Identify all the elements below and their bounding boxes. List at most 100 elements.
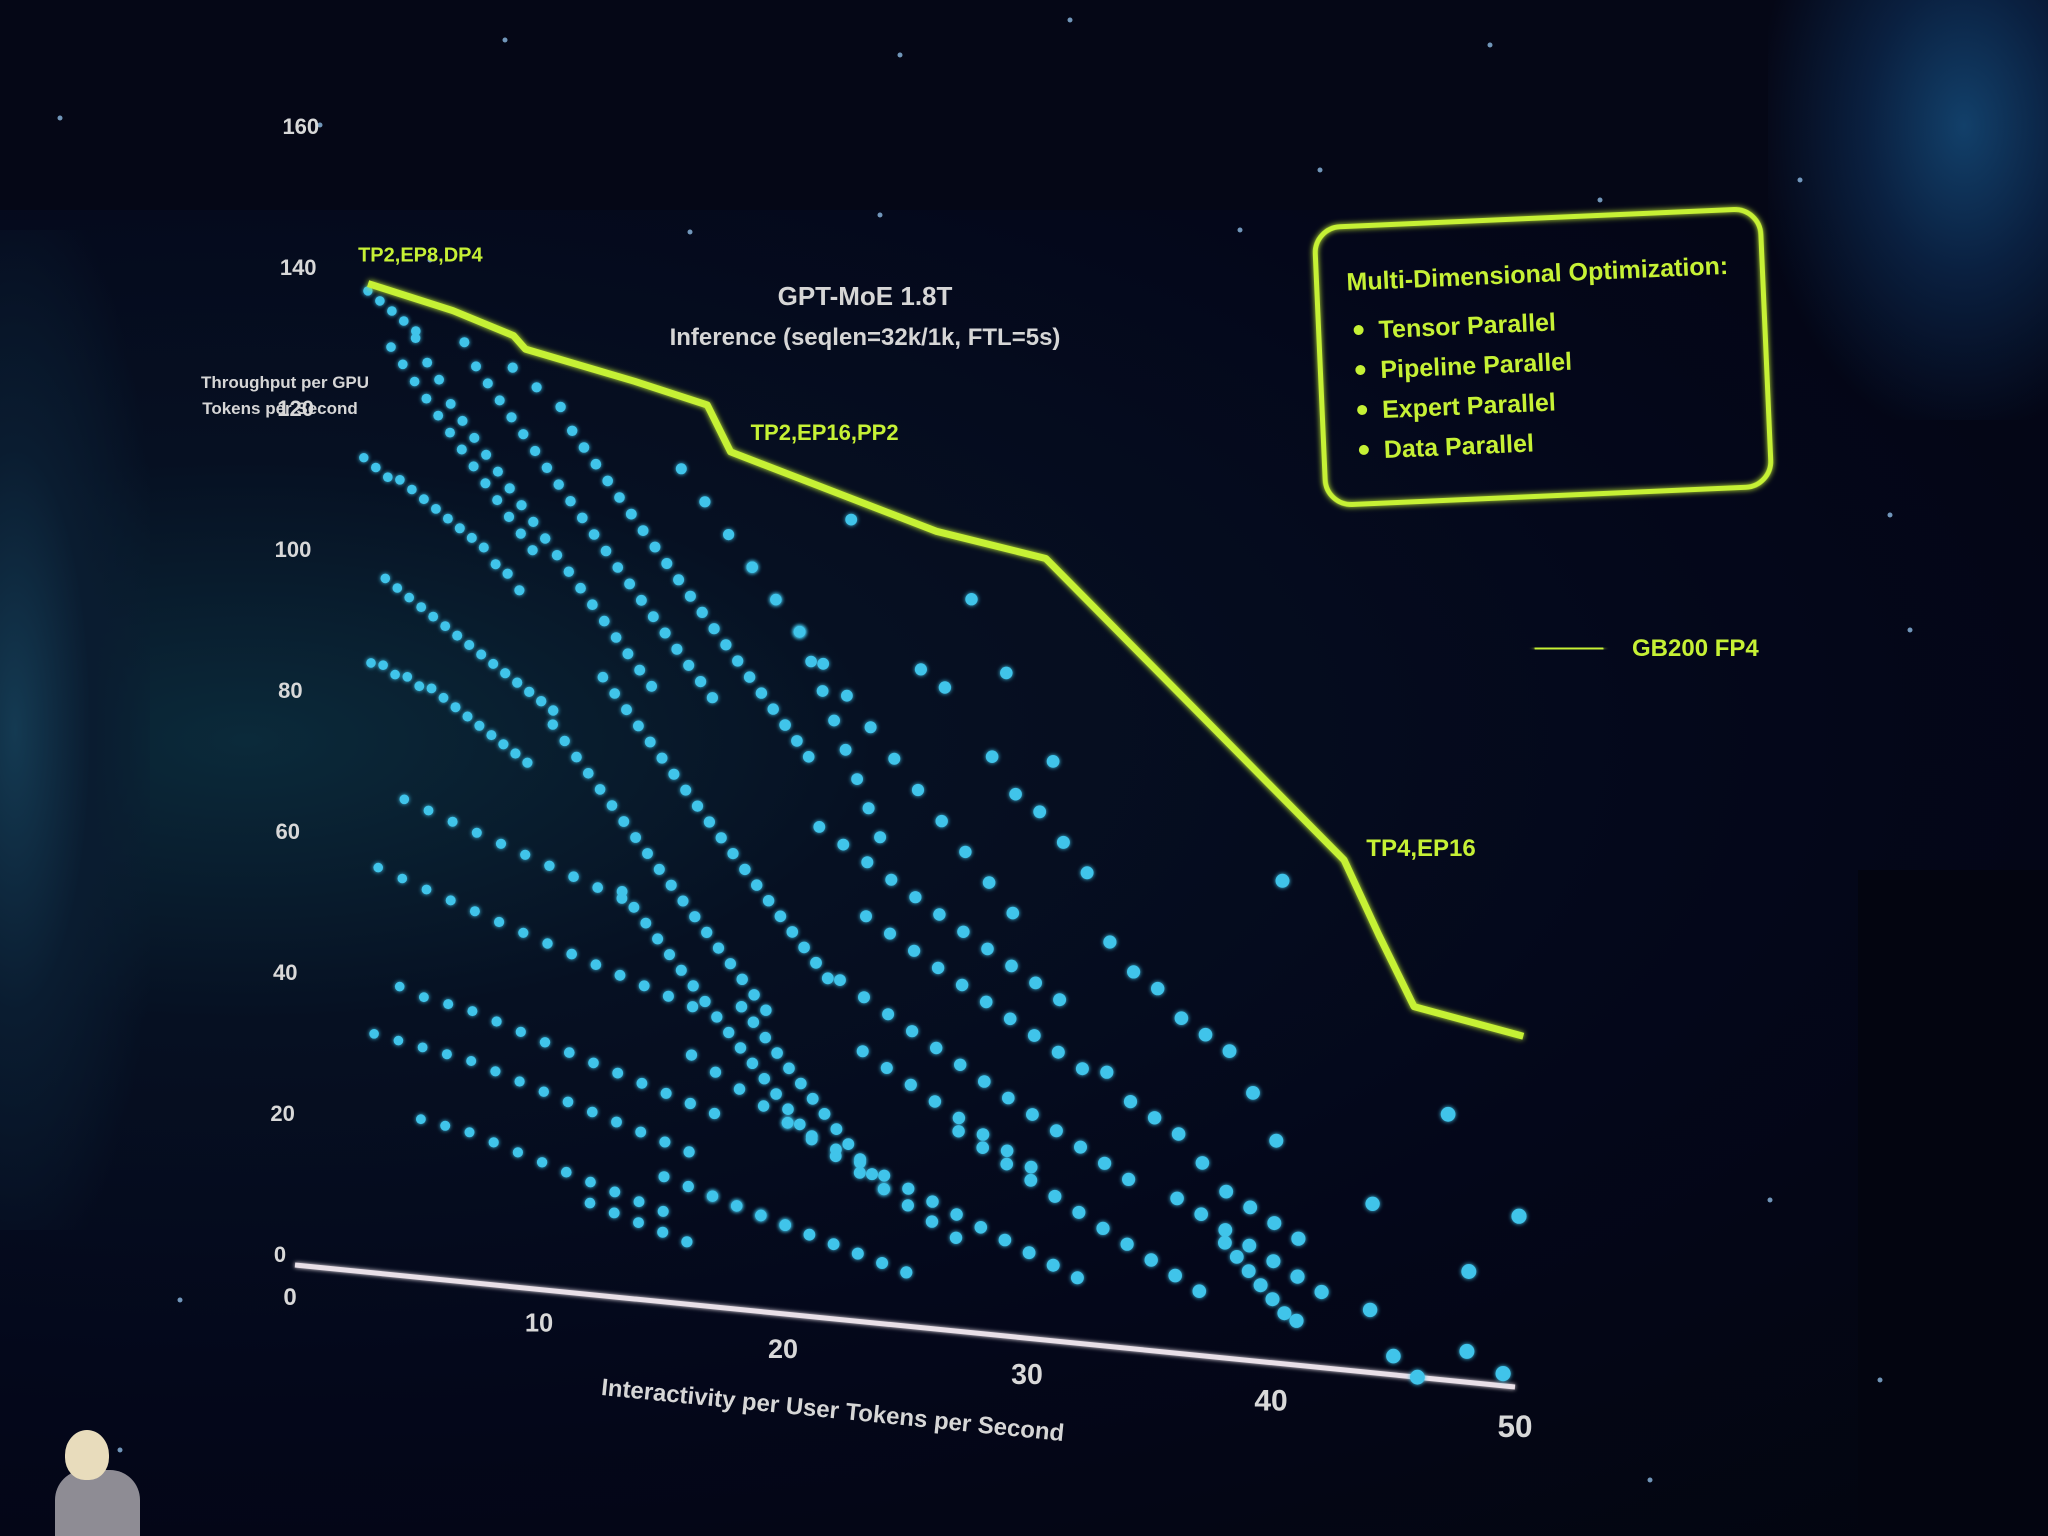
star-field: [57, 17, 1913, 1483]
scatter-point: [976, 1128, 990, 1141]
scatter-point: [612, 1067, 624, 1079]
scatter-point: [803, 1228, 816, 1241]
callout-item-tensor: Tensor Parallel: [1378, 308, 1556, 344]
scatter-point: [931, 961, 945, 975]
scatter-point: [981, 942, 994, 956]
scatter-point: [633, 1196, 645, 1208]
scatter-point: [600, 545, 612, 557]
scatter-point: [1049, 1124, 1063, 1138]
scatter-point: [866, 1168, 878, 1181]
scatter-point: [1275, 873, 1290, 888]
scatter-point: [469, 906, 480, 917]
scatter-point: [411, 326, 421, 336]
scatter-point: [644, 736, 656, 748]
scatter-point: [830, 1123, 843, 1135]
star: [687, 229, 693, 235]
legend: GB200 FP4: [1534, 635, 1759, 662]
scatter-point: [1495, 1366, 1511, 1382]
scatter-point: [933, 908, 946, 921]
scatter-point: [622, 648, 634, 660]
scatter-point: [1046, 1258, 1060, 1272]
scatter-point: [490, 1066, 501, 1077]
callout-border: [1312, 207, 1774, 507]
scatter-point: [515, 1026, 526, 1037]
scatter-point: [445, 399, 456, 409]
scatter-point: [588, 529, 600, 540]
scatter-point: [441, 1049, 452, 1060]
scatter-point: [805, 655, 817, 668]
scatter-point: [845, 513, 858, 526]
scatter-point: [699, 496, 711, 508]
y-axis-label-line2: Tokens per Second: [202, 399, 358, 418]
scatter-point: [634, 664, 646, 676]
scatter-point: [438, 692, 449, 703]
scatter-point: [1362, 1302, 1378, 1318]
scatter-point: [904, 1078, 917, 1091]
scatter-point: [837, 838, 850, 851]
scatter-point: [1056, 835, 1070, 849]
scatter-point: [445, 427, 455, 438]
scatter-point: [1314, 1284, 1329, 1300]
scatter-point: [1005, 959, 1018, 973]
scatter-point: [755, 687, 768, 699]
scatter-point: [488, 658, 499, 669]
x-tick-label: 30: [1011, 1359, 1043, 1391]
scatter-point: [1229, 1250, 1244, 1264]
scatter-point: [1218, 1235, 1232, 1250]
scatter-point: [1265, 1292, 1280, 1307]
nebula-left: [0, 230, 150, 1230]
scatter-point: [736, 973, 748, 985]
scatter-point: [518, 429, 529, 440]
scatter-point: [985, 750, 999, 763]
scatter-point: [530, 445, 541, 457]
scatter-point: [1192, 1284, 1207, 1298]
scatter-point: [926, 1195, 939, 1208]
scatter-point: [440, 621, 451, 631]
scatter-point: [555, 401, 566, 413]
scatter-point: [564, 1047, 575, 1058]
star: [1877, 1377, 1883, 1383]
scatter-point: [417, 1042, 428, 1053]
scatter-point: [1291, 1231, 1306, 1246]
scatter-point: [410, 333, 421, 344]
scatter-point: [531, 382, 542, 393]
star: [1797, 177, 1803, 183]
scatter-point: [456, 444, 467, 455]
scatter-point: [1219, 1184, 1234, 1199]
scatter-point: [1170, 1191, 1184, 1206]
scatter-point: [504, 483, 515, 494]
y-tick-label: 0: [274, 1242, 286, 1267]
scatter-point: [616, 886, 628, 897]
scatter-point: [585, 1176, 596, 1188]
scatter-point: [404, 592, 415, 603]
scatter-point: [1000, 666, 1013, 680]
scatter-point: [561, 1166, 572, 1178]
scatter-point: [502, 568, 513, 579]
scatter-point: [373, 862, 384, 873]
star: [1487, 42, 1493, 48]
scatter-point: [1253, 1278, 1268, 1293]
scatter-point: [551, 550, 563, 561]
star: [117, 1447, 123, 1453]
scatter-point: [928, 1095, 942, 1108]
scatter-point: [466, 1056, 477, 1066]
scatter-point: [490, 559, 501, 570]
scatter-point: [691, 800, 704, 812]
scatter-point: [614, 492, 625, 503]
y-tick-label: 120: [277, 396, 314, 421]
scatter-point: [755, 1209, 767, 1222]
scatter-point: [795, 1077, 807, 1090]
scatter-point: [492, 495, 503, 506]
x-tick-label: 50: [1497, 1408, 1532, 1444]
scatter-point: [747, 1016, 760, 1028]
scatter-point: [562, 1096, 574, 1108]
scatter-point: [524, 686, 535, 698]
scatter-point: [759, 1031, 771, 1044]
scatter-point: [386, 342, 396, 352]
scatter-point: [733, 1083, 746, 1095]
scatter-point: [1168, 1268, 1182, 1283]
scatter-point: [1127, 965, 1141, 979]
scatter-point: [536, 1157, 548, 1168]
scatter-point: [699, 995, 711, 1008]
star: [427, 257, 433, 263]
